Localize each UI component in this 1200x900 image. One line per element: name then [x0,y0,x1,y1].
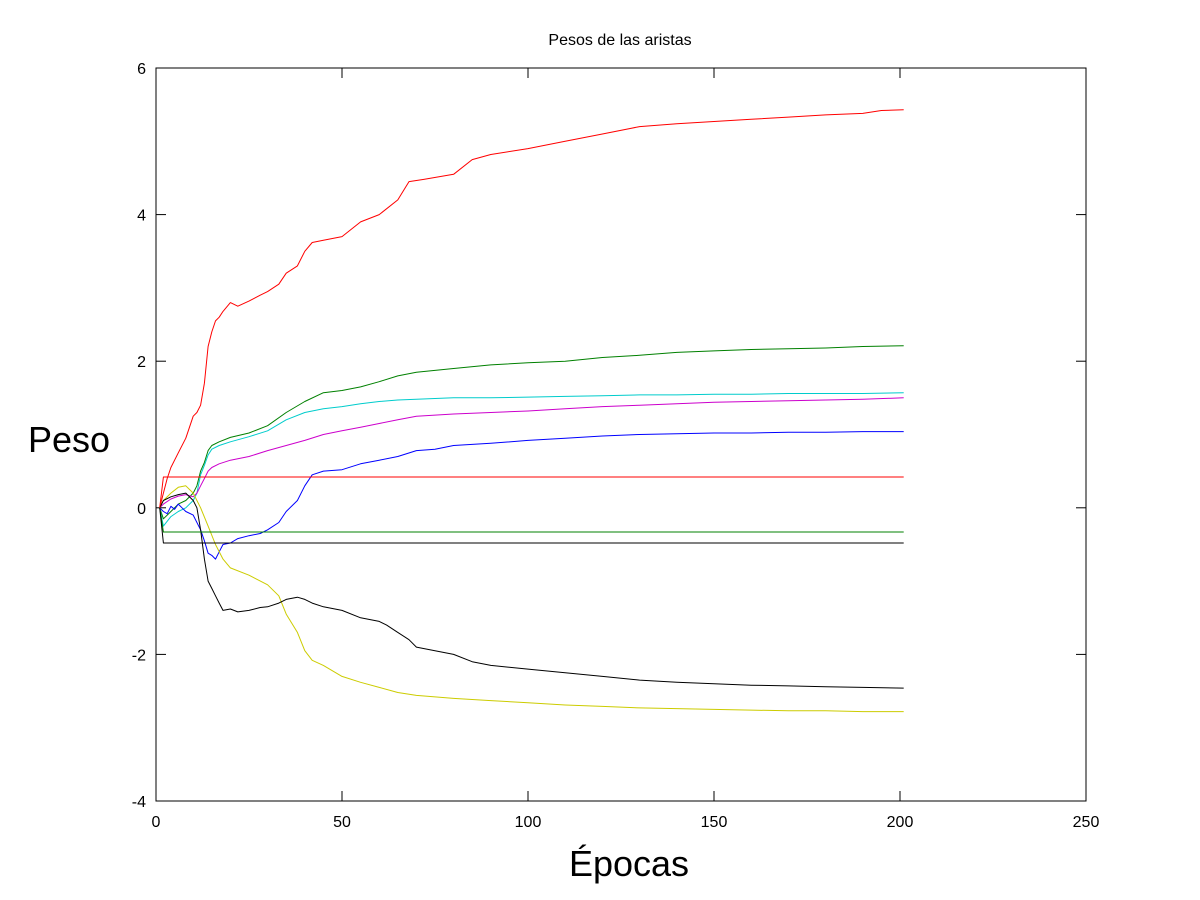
series-line-8 [159,476,904,508]
series-line-1 [159,109,904,508]
y-tick-label: 0 [137,501,146,518]
series-line-7 [159,492,904,689]
y-tick-label: -4 [132,794,146,811]
y-tick-label: 6 [137,61,146,78]
series-line-2 [159,345,904,520]
plot-frame [155,67,1087,802]
data-series [159,109,904,713]
series-line-6 [159,485,904,713]
x-tick-label: 250 [1073,814,1100,831]
axis-ticks: 0 50 100 150 200 250 -4 -2 0 2 4 6 [132,61,1100,831]
x-tick-label: 200 [887,814,914,831]
x-axis-label: Épocas [569,843,689,884]
y-tick-label: -2 [132,647,146,664]
series-line-3 [159,392,904,527]
x-tick-label: 0 [152,814,161,831]
y-tick-label: 4 [137,208,146,225]
y-axis-label: Peso [28,419,110,460]
series-line-10 [159,507,904,544]
x-tick-label: 50 [333,814,351,831]
y-tick-label: 2 [137,354,146,371]
series-line-4 [159,397,904,509]
chart-title: Pesos de las aristas [548,32,691,49]
series-line-9 [159,507,904,533]
x-tick-label: 150 [701,814,728,831]
x-tick-label: 100 [515,814,542,831]
series-line-5 [159,431,904,560]
